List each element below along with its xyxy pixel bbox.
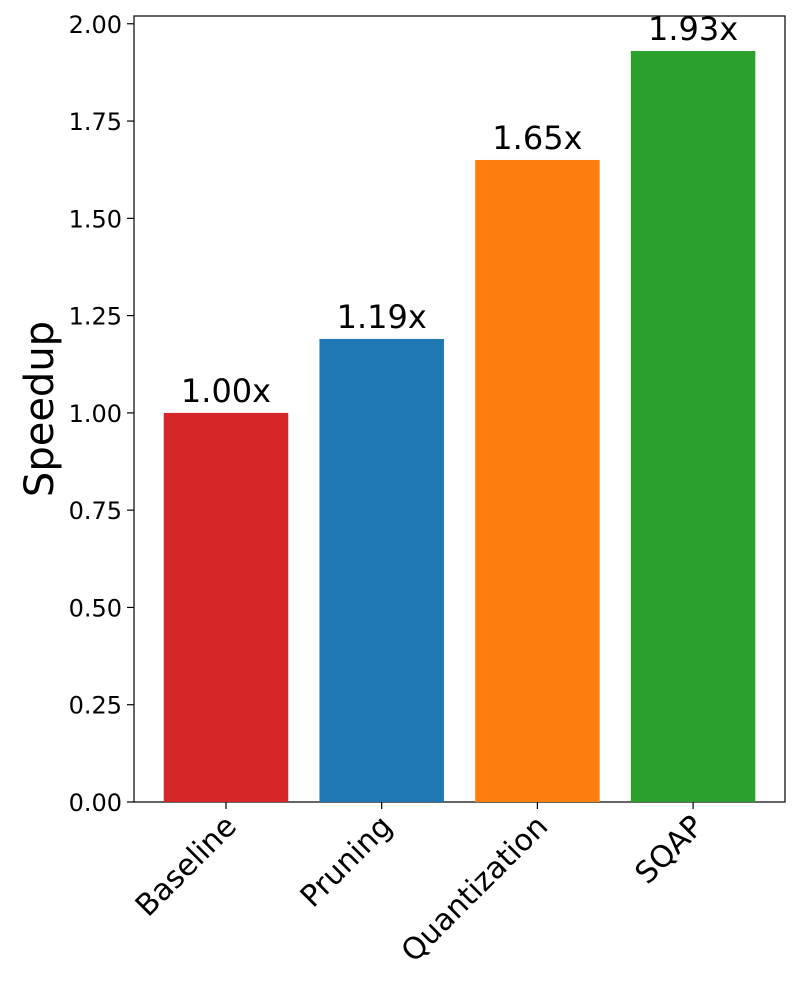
bar-pruning [319,338,444,802]
bar-baseline [163,412,289,802]
x-tick-label: Quantization [395,809,555,969]
bar-value-label: 1.19x [337,298,427,336]
x-tick-label: Baseline [129,809,244,924]
bar-quantization [475,159,600,803]
y-tick-label: 1.75 [69,108,122,136]
y-tick-label: 1.00 [69,400,122,428]
y-tick-label: 0.25 [69,692,122,720]
bar-value-label: 1.00x [181,372,271,410]
plot-frame [133,15,786,803]
y-tick-label: 2.00 [69,11,122,39]
x-tick-label: Pruning [294,809,400,915]
y-tick-label: 0.50 [69,594,122,622]
bar-value-label: 1.93x [648,10,738,48]
y-tick-label: 1.50 [69,205,122,233]
y-axis-title: Speedup [17,321,63,497]
bar-value-label: 1.65x [492,119,582,157]
y-axis-ticks: 0.00 0.25 0.50 0.75 1.00 1.25 1.50 1.75 2.00 [69,11,134,817]
y-tick-label: 0.75 [69,497,122,525]
y-tick-label: 0.00 [69,789,122,817]
y-tick-label: 1.25 [69,303,122,331]
bar-sqap [630,51,756,803]
bars: 1.00x 1.19x 1.65x 1.93x [163,10,756,803]
x-tick-label: SQAP [629,809,711,891]
